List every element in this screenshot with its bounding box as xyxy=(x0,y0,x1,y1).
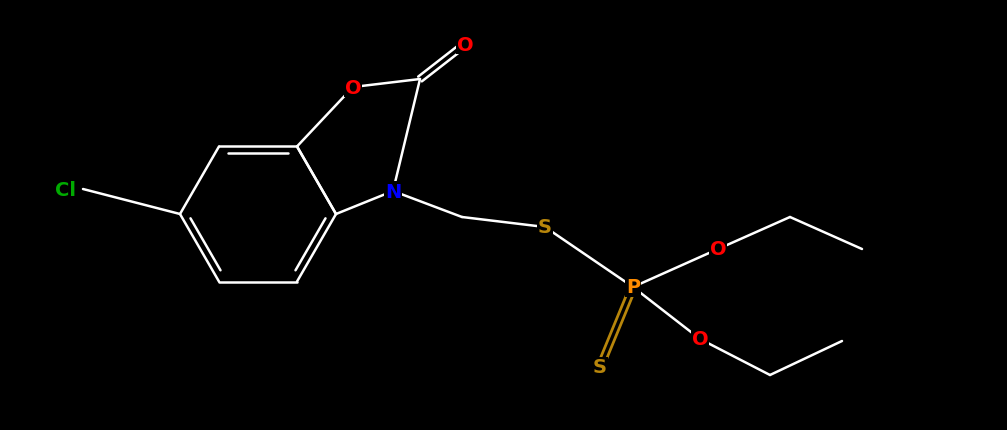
Text: P: P xyxy=(626,278,640,297)
Text: O: O xyxy=(692,330,708,349)
Text: O: O xyxy=(457,35,473,54)
Text: O: O xyxy=(710,240,726,259)
Text: S: S xyxy=(593,358,607,377)
Text: S: S xyxy=(538,218,552,237)
Text: O: O xyxy=(344,78,362,97)
Text: Cl: Cl xyxy=(54,180,76,199)
Text: N: N xyxy=(385,182,401,201)
